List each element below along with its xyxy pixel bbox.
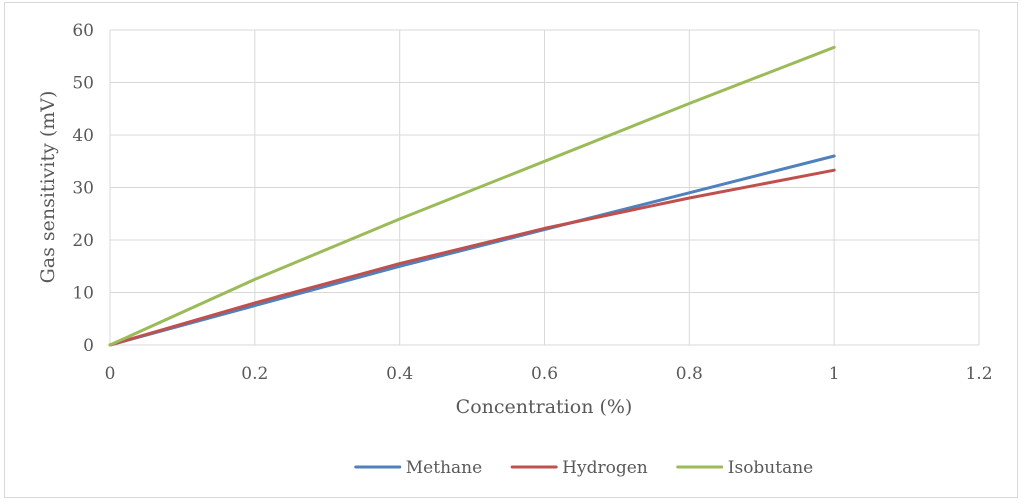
series-lines — [108, 45, 836, 347]
legend: Methane Hydrogen Isobutane — [354, 458, 813, 478]
legend-label-isobutane: Isobutane — [728, 458, 813, 478]
x-tick-label: 0.6 — [531, 364, 558, 384]
chart-frame — [4, 2, 1018, 498]
y-tick-label: 50 — [72, 74, 94, 94]
y-axis-title: Gas sensitivity (mV) — [37, 91, 59, 284]
x-tick-label: 1 — [829, 364, 840, 384]
tick-labels: 0 10 20 30 40 50 60 0 0.2 0.4 0.6 0.8 1 1.2 — [72, 21, 992, 384]
series-line-isobutane — [108, 45, 836, 347]
y-tick-label: 30 — [72, 179, 94, 199]
x-tick-label: 1.2 — [965, 364, 992, 384]
y-tick-label: 10 — [72, 284, 94, 304]
x-tick-label: 0.2 — [241, 364, 268, 384]
y-tick-label: 0 — [83, 336, 94, 356]
y-tick-label: 20 — [72, 231, 94, 251]
series-line-methane — [108, 154, 836, 347]
x-tick-label: 0.4 — [386, 364, 413, 384]
x-tick-label: 0.8 — [676, 364, 703, 384]
legend-label-methane: Methane — [406, 458, 482, 478]
series-line-hydrogen — [108, 168, 836, 347]
y-tick-label: 40 — [72, 126, 94, 146]
gridlines — [109, 29, 980, 346]
y-tick-label: 60 — [72, 21, 94, 41]
legend-label-hydrogen: Hydrogen — [562, 458, 648, 478]
x-tick-label: 0 — [105, 364, 116, 384]
x-axis-title: Concentration (%) — [456, 396, 633, 418]
